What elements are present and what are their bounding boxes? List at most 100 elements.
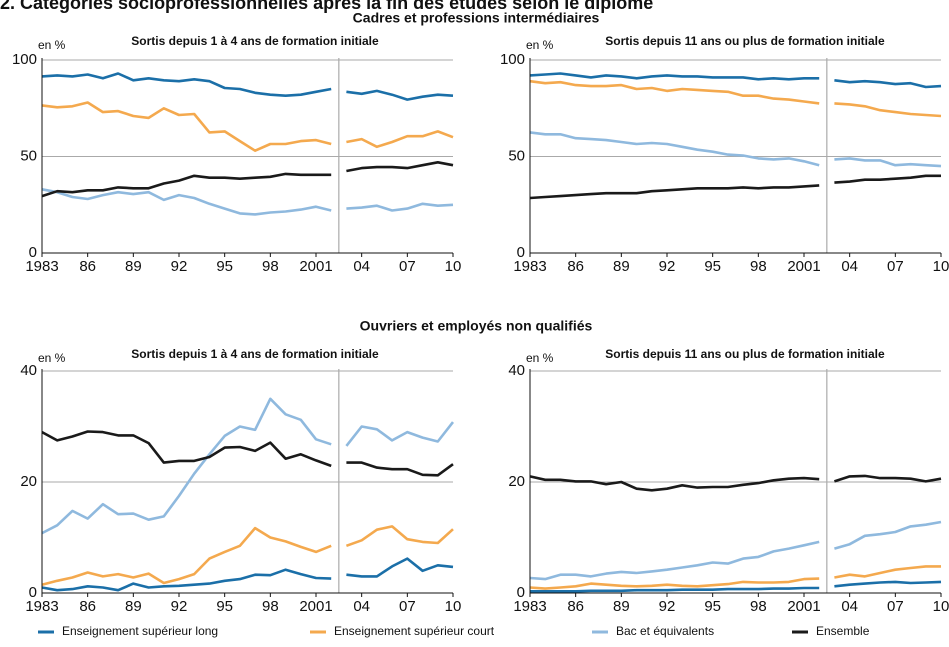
- series-line: [346, 89, 454, 101]
- y-tick-label: 50: [20, 147, 37, 164]
- y-tick-label: 100: [500, 51, 525, 68]
- x-tick-label: 07: [887, 598, 904, 615]
- legend-label: Ensemble: [816, 624, 870, 638]
- series-line: [529, 577, 820, 590]
- x-tick-label: 2001: [299, 258, 332, 275]
- series-line: [529, 72, 820, 81]
- series-line: [529, 131, 820, 167]
- x-tick-label: 89: [613, 598, 630, 615]
- y-tick-label: 40: [508, 362, 525, 379]
- x-tick-label: 92: [659, 258, 676, 275]
- series-line: [529, 540, 820, 581]
- x-tick-label: 10: [933, 598, 949, 615]
- series-line: [41, 526, 332, 586]
- x-tick-label: 95: [216, 598, 233, 615]
- section-title: Cadres et professions intermédiaires: [353, 10, 600, 26]
- y-tick-label: 50: [508, 147, 525, 164]
- x-tick-label: 10: [445, 598, 462, 615]
- x-tick-label: 2001: [787, 258, 820, 275]
- x-tick-label: 2001: [299, 598, 332, 615]
- y-axis-unit: en %: [38, 351, 66, 365]
- x-tick-label: 1983: [513, 598, 546, 615]
- x-tick-label: 86: [79, 258, 96, 275]
- x-tick-label: 89: [125, 598, 142, 615]
- y-tick-label: 0: [517, 244, 525, 261]
- x-tick-label: 98: [262, 258, 279, 275]
- series-line: [41, 568, 332, 592]
- x-tick-label: 04: [841, 598, 858, 615]
- x-tick-label: 04: [841, 258, 858, 275]
- legend-label: Enseignement supérieur long: [62, 624, 218, 638]
- x-tick-label: 10: [445, 258, 462, 275]
- x-tick-label: 2001: [787, 598, 820, 615]
- series-line: [834, 565, 941, 579]
- y-axis-unit: en %: [526, 351, 554, 365]
- x-tick-label: 95: [216, 258, 233, 275]
- x-tick-label: 86: [79, 598, 96, 615]
- series-line: [345, 525, 454, 548]
- x-tick-label: 1983: [25, 258, 58, 275]
- x-tick-label: 1983: [513, 258, 546, 275]
- x-tick-label: 92: [171, 598, 188, 615]
- series-line: [345, 421, 455, 447]
- x-tick-label: 95: [704, 258, 721, 275]
- x-tick-label: 89: [613, 258, 630, 275]
- series-line: [41, 430, 332, 468]
- x-tick-label: 1983: [25, 598, 58, 615]
- x-tick-label: 98: [262, 598, 279, 615]
- x-tick-label: 86: [567, 598, 584, 615]
- series-line: [529, 79, 820, 105]
- panel-title: Sortis depuis 11 ans ou plus de formatio…: [605, 347, 885, 361]
- section-title: Ouvriers et employés non qualifiés: [360, 318, 593, 334]
- series-line: [529, 184, 820, 200]
- series-line: [834, 102, 942, 118]
- x-tick-label: 95: [704, 598, 721, 615]
- series-line: [346, 461, 454, 477]
- x-tick-label: 92: [659, 598, 676, 615]
- x-tick-label: 98: [750, 598, 767, 615]
- series-line: [41, 188, 332, 216]
- y-axis-unit: en %: [38, 38, 66, 52]
- x-tick-label: 92: [171, 258, 188, 275]
- series-line: [346, 202, 454, 212]
- series-line: [833, 474, 942, 483]
- series-line: [346, 130, 454, 149]
- series-line: [834, 520, 942, 550]
- series-line: [529, 475, 820, 492]
- x-tick-label: 98: [750, 258, 767, 275]
- series-line: [834, 157, 942, 168]
- x-tick-label: 86: [567, 258, 584, 275]
- series-line: [834, 174, 941, 184]
- y-tick-label: 40: [20, 362, 37, 379]
- panel-title: Sortis depuis 11 ans ou plus de formatio…: [605, 34, 885, 48]
- x-tick-label: 04: [353, 598, 370, 615]
- legend-label: Bac et équivalents: [616, 624, 714, 638]
- x-tick-label: 07: [399, 258, 416, 275]
- main-title: 2. Catégories socioprofessionnelles aprè…: [0, 0, 653, 13]
- series-line: [834, 79, 942, 89]
- series-line: [41, 397, 332, 535]
- x-tick-label: 89: [125, 258, 142, 275]
- y-tick-label: 0: [517, 584, 525, 601]
- x-tick-label: 07: [887, 258, 904, 275]
- y-tick-label: 20: [20, 473, 37, 490]
- y-tick-label: 0: [29, 584, 37, 601]
- panel-title: Sortis depuis 1 à 4 ans de formation ini…: [131, 347, 379, 361]
- series-line: [346, 161, 454, 173]
- y-tick-label: 0: [29, 244, 37, 261]
- series-line: [41, 172, 332, 198]
- series-line: [834, 580, 942, 588]
- x-tick-label: 10: [933, 258, 949, 275]
- series-line: [530, 586, 820, 593]
- y-tick-label: 100: [12, 51, 37, 68]
- x-tick-label: 07: [399, 598, 416, 615]
- series-line: [41, 72, 332, 97]
- legend-label: Enseignement supérieur court: [334, 624, 495, 638]
- y-tick-label: 20: [508, 473, 525, 490]
- y-axis-unit: en %: [526, 38, 554, 52]
- series-line: [346, 557, 454, 578]
- series-line: [41, 101, 332, 152]
- x-tick-label: 04: [353, 258, 370, 275]
- panel-title: Sortis depuis 1 à 4 ans de formation ini…: [131, 34, 379, 48]
